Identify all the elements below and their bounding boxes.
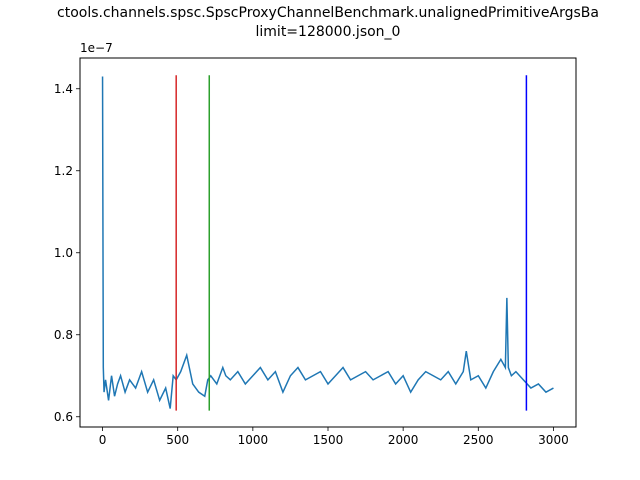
x-tick-label: 500: [166, 433, 189, 447]
x-tick-label: 1500: [313, 433, 344, 447]
y-axis: 0.6 0.8 1.0 1.2 1.4: [54, 82, 80, 424]
x-tick-label: 2000: [388, 433, 419, 447]
y-tick-label: 1.0: [54, 246, 73, 260]
plot-area: [101, 75, 554, 411]
y-offset-label: 1e−7: [80, 41, 113, 55]
y-tick-label: 0.8: [54, 328, 73, 342]
y-tick-label: 0.6: [54, 410, 73, 424]
plot-frame: [79, 57, 577, 428]
y-tick-label: 1.4: [54, 82, 73, 96]
x-tick-label: 2500: [463, 433, 494, 447]
chart-title-line2: limit=128000.json_0: [256, 24, 401, 40]
chart-title-line1: ctools.channels.spsc.SpscProxyChannelBen…: [57, 5, 599, 21]
y-tick-label: 1.2: [54, 164, 73, 178]
x-tick-label: 1000: [238, 433, 269, 447]
series-line-0: [101, 76, 554, 409]
x-tick-label: 0: [99, 433, 107, 447]
x-axis: 0 500 1000 1500 2000 2500 3000: [99, 427, 569, 447]
x-tick-label: 3000: [538, 433, 569, 447]
